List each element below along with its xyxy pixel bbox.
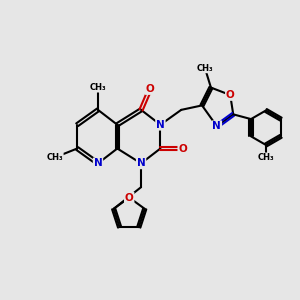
Text: CH₃: CH₃ [46,153,63,162]
Text: O: O [226,90,235,100]
Text: O: O [178,143,187,154]
Text: N: N [156,120,165,130]
Text: N: N [212,121,221,131]
Text: N: N [137,158,146,168]
Text: CH₃: CH₃ [197,64,213,73]
Text: O: O [125,193,134,202]
Text: O: O [146,84,154,94]
Text: CH₃: CH₃ [90,83,106,92]
Text: CH₃: CH₃ [258,153,274,162]
Text: N: N [94,158,102,168]
